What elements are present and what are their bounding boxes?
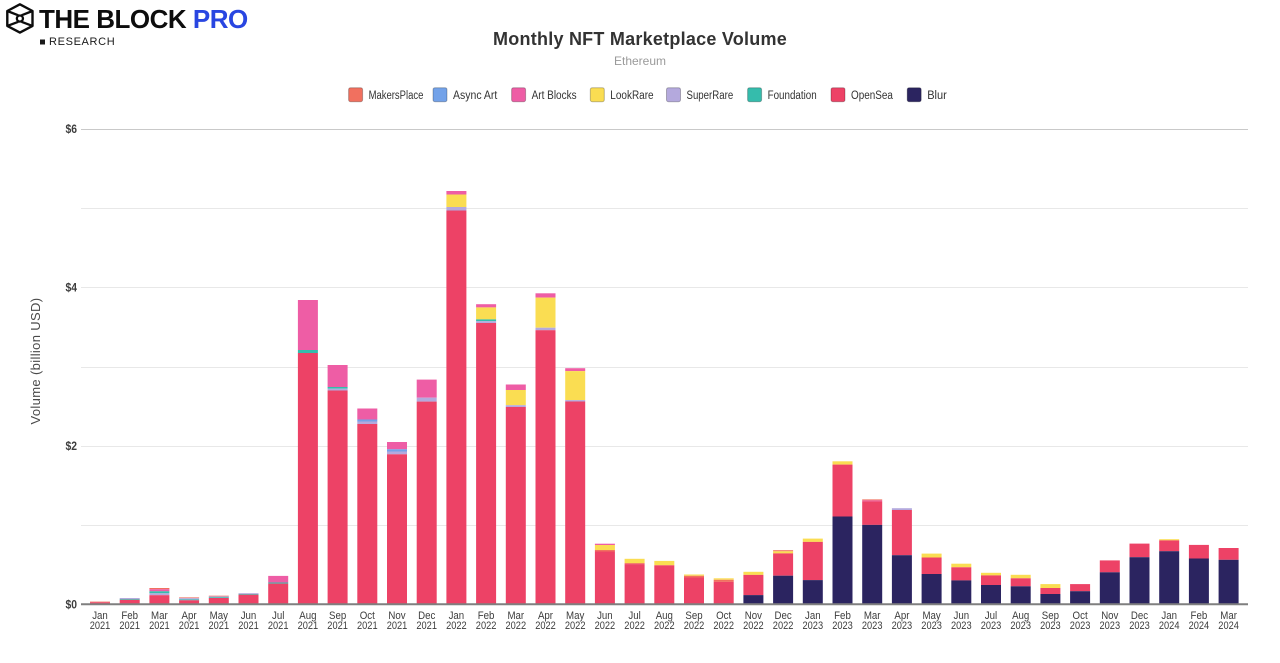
svg-text:2021: 2021 [327, 620, 348, 632]
svg-text:Feb: Feb [478, 610, 495, 622]
svg-text:Oct: Oct [716, 610, 731, 622]
svg-text:2021: 2021 [238, 620, 259, 632]
svg-text:2022: 2022 [535, 620, 556, 632]
svg-text:2021: 2021 [387, 620, 408, 632]
svg-text:Feb: Feb [834, 610, 851, 622]
svg-text:May: May [566, 610, 585, 622]
svg-text:Mar: Mar [1220, 610, 1237, 622]
svg-text:$4: $4 [66, 280, 78, 294]
svg-text:2021: 2021 [357, 620, 378, 632]
svg-text:Ethereum: Ethereum [614, 54, 666, 68]
svg-text:2023: 2023 [803, 620, 824, 632]
svg-text:2021: 2021 [416, 620, 437, 632]
svg-text:2022: 2022 [446, 620, 467, 632]
svg-text:2022: 2022 [565, 620, 586, 632]
svg-text:Jun: Jun [241, 610, 257, 622]
svg-text:Oct: Oct [360, 610, 375, 622]
svg-text:May: May [210, 610, 229, 622]
svg-text:2023: 2023 [862, 620, 883, 632]
svg-text:Sep: Sep [685, 610, 702, 622]
svg-text:Apr: Apr [894, 610, 909, 622]
svg-text:THE BLOCK PRO: THE BLOCK PRO [39, 4, 248, 34]
svg-text:Nov: Nov [745, 610, 763, 622]
svg-text:SuperRare: SuperRare [687, 90, 734, 102]
svg-text:Jun: Jun [954, 610, 970, 622]
svg-text:Mar: Mar [864, 610, 881, 622]
svg-text:$6: $6 [66, 122, 78, 136]
svg-text:2023: 2023 [921, 620, 942, 632]
svg-text:Dec: Dec [1131, 610, 1149, 622]
svg-text:2021: 2021 [119, 620, 140, 632]
svg-text:Monthly NFT Marketplace Volume: Monthly NFT Marketplace Volume [493, 29, 787, 49]
svg-text:Art Blocks: Art Blocks [532, 90, 577, 102]
svg-text:2024: 2024 [1218, 620, 1239, 632]
svg-text:2022: 2022 [654, 620, 675, 632]
svg-text:Foundation: Foundation [768, 90, 817, 102]
svg-text:2023: 2023 [1070, 620, 1091, 632]
svg-text:Feb: Feb [1191, 610, 1208, 622]
svg-text:2024: 2024 [1189, 620, 1210, 632]
svg-text:Jan: Jan [805, 610, 821, 622]
svg-text:Nov: Nov [1101, 610, 1119, 622]
svg-text:May: May [922, 610, 941, 622]
svg-text:Feb: Feb [121, 610, 138, 622]
svg-text:Mar: Mar [507, 610, 524, 622]
svg-text:2021: 2021 [149, 620, 170, 632]
svg-text:Async Art: Async Art [453, 90, 498, 102]
svg-text:Jul: Jul [985, 610, 997, 622]
svg-text:2023: 2023 [1040, 620, 1061, 632]
svg-text:Jul: Jul [272, 610, 284, 622]
svg-text:2021: 2021 [298, 620, 319, 632]
svg-text:2021: 2021 [209, 620, 230, 632]
svg-text:Aug: Aug [1012, 610, 1029, 622]
svg-text:2023: 2023 [951, 620, 972, 632]
svg-text:LookRare: LookRare [610, 90, 653, 102]
svg-text:OpenSea: OpenSea [851, 90, 893, 102]
svg-text:Jan: Jan [92, 610, 108, 622]
svg-text:Jan: Jan [1161, 610, 1177, 622]
svg-text:Dec: Dec [418, 610, 436, 622]
svg-text:2022: 2022 [476, 620, 497, 632]
svg-text:2023: 2023 [1129, 620, 1150, 632]
svg-text:Volume (billion USD): Volume (billion USD) [28, 298, 43, 425]
svg-text:$0: $0 [66, 597, 78, 611]
svg-text:MakersPlace: MakersPlace [369, 90, 424, 102]
svg-text:Mar: Mar [151, 610, 168, 622]
svg-text:$2: $2 [66, 439, 78, 453]
svg-text:2023: 2023 [1100, 620, 1121, 632]
svg-text:2023: 2023 [832, 620, 853, 632]
svg-text:Jun: Jun [597, 610, 613, 622]
svg-text:Sep: Sep [1042, 610, 1059, 622]
svg-text:Aug: Aug [656, 610, 673, 622]
svg-text:Oct: Oct [1073, 610, 1088, 622]
svg-text:2023: 2023 [1010, 620, 1031, 632]
svg-text:Aug: Aug [299, 610, 316, 622]
svg-text:2022: 2022 [506, 620, 527, 632]
svg-text:2022: 2022 [595, 620, 616, 632]
svg-text:Jul: Jul [628, 610, 640, 622]
svg-text:Sep: Sep [329, 610, 346, 622]
svg-text:2021: 2021 [179, 620, 200, 632]
svg-text:2023: 2023 [892, 620, 913, 632]
svg-text:Apr: Apr [538, 610, 553, 622]
svg-text:Jan: Jan [449, 610, 465, 622]
svg-text:2021: 2021 [90, 620, 111, 632]
svg-text:2022: 2022 [713, 620, 734, 632]
svg-text:2021: 2021 [268, 620, 289, 632]
svg-text:Blur: Blur [927, 90, 947, 102]
svg-text:RESEARCH: RESEARCH [49, 36, 115, 48]
svg-text:2022: 2022 [773, 620, 794, 632]
svg-text:2022: 2022 [624, 620, 645, 632]
svg-text:2024: 2024 [1159, 620, 1180, 632]
svg-text:2022: 2022 [743, 620, 764, 632]
svg-text:2022: 2022 [684, 620, 705, 632]
svg-text:2023: 2023 [981, 620, 1002, 632]
svg-text:Apr: Apr [182, 610, 197, 622]
svg-text:Nov: Nov [388, 610, 406, 622]
svg-text:Dec: Dec [775, 610, 793, 622]
